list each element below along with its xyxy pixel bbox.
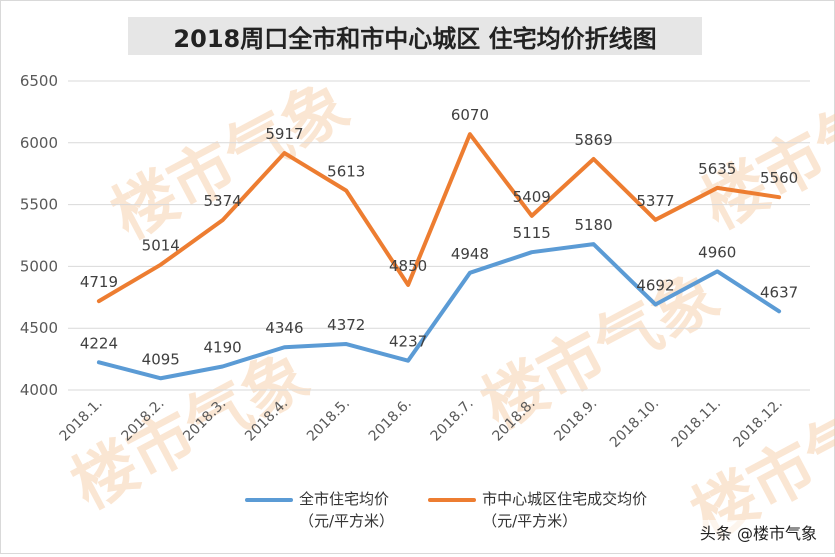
x-tick-label: 2018.2. <box>118 396 167 445</box>
y-tick-label: 4500 <box>20 319 58 337</box>
data-point-series-1 <box>406 359 410 363</box>
data-point-series-1 <box>592 242 596 246</box>
x-tick-label: 2018.8. <box>489 396 538 445</box>
data-label-series-1: 4237 <box>389 333 427 351</box>
data-label-series-2: 5409 <box>513 188 551 206</box>
data-point-series-2 <box>715 186 719 190</box>
data-point-series-2 <box>159 263 163 267</box>
data-label-series-2: 5377 <box>636 192 674 210</box>
y-tick-label: 4000 <box>20 381 58 399</box>
x-tick-label: 2018.1. <box>57 396 106 445</box>
legend-swatch-series-1 <box>245 498 293 502</box>
source-credit: 头条 @楼市气象 <box>699 520 817 544</box>
data-label-series-1: 4224 <box>80 334 118 352</box>
data-point-series-1 <box>468 271 472 275</box>
data-label-series-2: 4719 <box>80 273 118 291</box>
data-label-series-2: 4850 <box>389 257 427 275</box>
series-line-2 <box>96 132 782 304</box>
data-label-series-2: 5374 <box>203 192 241 210</box>
data-point-series-2 <box>97 299 101 303</box>
title-box: 2018周口全市和市中心城区 住宅均价折线图 <box>128 17 702 55</box>
x-tick-label: 2018.12. <box>731 396 786 451</box>
x-tick-label: 2018.10. <box>607 396 662 451</box>
legend-unit-series-1: （元/平方米） <box>299 512 395 530</box>
y-tick-label: 6000 <box>20 134 58 152</box>
data-point-series-2 <box>653 218 657 222</box>
data-label-series-1: 4692 <box>636 276 674 294</box>
data-label-series-1: 4372 <box>327 316 365 334</box>
data-label-series-2: 6070 <box>451 106 489 124</box>
data-label-series-1: 4637 <box>760 283 798 301</box>
data-point-series-1 <box>97 360 101 364</box>
data-point-series-2 <box>406 283 410 287</box>
data-point-series-1 <box>715 269 719 273</box>
legend-swatch-series-2 <box>428 498 477 502</box>
legend-label-series-2: 市中心城区住宅成交均价 <box>482 490 648 508</box>
data-label-series-2: 5635 <box>698 160 736 178</box>
legend: 全市住宅均价 （元/平方米） 市中心城区住宅成交均价 （元/平方米） <box>245 488 647 532</box>
x-tick-label: 2018.3. <box>180 396 229 445</box>
x-tick-label: 2018.4. <box>242 396 291 445</box>
x-tick-label: 2018.5. <box>304 396 353 445</box>
data-point-series-1 <box>777 309 781 313</box>
x-tick-label: 2018.9. <box>551 396 600 445</box>
data-point-series-2 <box>592 157 596 161</box>
data-label-series-2: 5014 <box>142 237 180 255</box>
y-tick-label: 5000 <box>20 257 58 275</box>
data-label-series-1: 4346 <box>265 319 303 337</box>
data-point-series-1 <box>282 345 286 349</box>
data-point-series-2 <box>344 189 348 193</box>
data-label-series-1: 4095 <box>142 350 180 368</box>
data-label-series-2: 5869 <box>574 131 612 149</box>
data-label-series-2: 5613 <box>327 163 365 181</box>
data-point-series-2 <box>221 218 225 222</box>
data-point-series-2 <box>530 214 534 218</box>
y-tick-label: 5500 <box>20 196 58 214</box>
data-point-series-2 <box>282 151 286 155</box>
legend-label-series-1: 全市住宅均价 <box>299 490 390 508</box>
chart-title: 2018周口全市和市中心城区 住宅均价折线图 <box>173 24 657 53</box>
data-label-series-2: 5560 <box>760 169 798 187</box>
legend-unit-series-2: （元/平方米） <box>482 512 578 530</box>
data-label-series-1: 4960 <box>698 243 736 261</box>
x-tick-label: 2018.7. <box>428 396 477 445</box>
x-tick-label: 2018.6. <box>366 396 415 445</box>
data-label-series-1: 4190 <box>203 339 241 357</box>
series-line-1 <box>96 242 782 381</box>
x-tick-label: 2018.11. <box>669 396 724 451</box>
data-point-series-1 <box>221 365 225 369</box>
data-label-series-2: 5917 <box>265 125 303 143</box>
data-point-series-1 <box>653 302 657 306</box>
data-point-series-2 <box>777 195 781 199</box>
data-point-series-1 <box>159 376 163 380</box>
data-label-series-1: 5180 <box>574 216 612 234</box>
data-point-series-2 <box>468 132 472 136</box>
y-tick-label: 6500 <box>20 72 58 90</box>
data-label-series-1: 4948 <box>451 245 489 263</box>
data-point-series-1 <box>344 342 348 346</box>
legend-item-series-2: 市中心城区住宅成交均价 （元/平方米） <box>428 488 647 532</box>
data-label-series-1: 5115 <box>513 224 551 242</box>
data-point-series-1 <box>530 250 534 254</box>
legend-item-series-1: 全市住宅均价 （元/平方米） <box>245 488 394 532</box>
